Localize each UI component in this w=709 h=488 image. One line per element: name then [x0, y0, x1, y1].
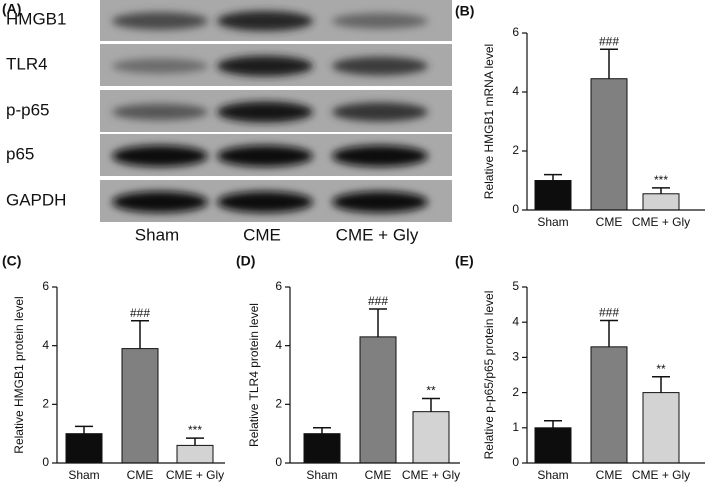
bar — [176, 444, 214, 464]
blot-row-label: p-p65 — [6, 100, 49, 119]
blot-band — [332, 191, 428, 213]
blot-band — [332, 102, 428, 122]
y-tick-label: 0 — [42, 455, 49, 469]
x-tick-label: Sham — [306, 468, 337, 482]
y-axis-label: Relative HMGB1 mRNA level — [482, 44, 496, 199]
bar — [642, 193, 680, 211]
panel-label: (D) — [236, 253, 255, 269]
significance: ** — [656, 362, 666, 376]
x-tick-label: Sham — [68, 468, 99, 482]
x-tick-label: CME + Gly — [632, 468, 690, 482]
blot-lane-label: CME + Gly — [336, 225, 419, 244]
blot-band — [112, 191, 208, 213]
y-tick-label: 0 — [275, 455, 282, 469]
blot-band — [332, 145, 428, 167]
blot-lane-label: CME — [243, 225, 281, 244]
blot-band — [217, 55, 313, 77]
x-tick-label: CME — [127, 468, 154, 482]
bar — [642, 392, 680, 464]
blot-band — [112, 12, 208, 30]
y-tick-label: 4 — [42, 338, 49, 352]
y-axis-label: Relative TLR4 protein level — [247, 303, 261, 447]
y-axis-label: Relative p-p65/p65 protein level — [482, 291, 496, 460]
y-tick-label: 1 — [512, 420, 519, 434]
bar — [534, 427, 572, 464]
blot-row-label: GAPDH — [6, 190, 66, 209]
x-tick-label: CME + Gly — [166, 468, 224, 482]
x-tick-label: CME — [596, 215, 623, 229]
y-axis-label: Relative HMGB1 protein level — [12, 296, 26, 453]
y-tick-label: 0 — [512, 455, 519, 469]
blot-band — [332, 56, 428, 76]
x-tick-label: Sham — [537, 215, 568, 229]
bar — [303, 433, 341, 464]
y-tick-label: 5 — [512, 279, 519, 293]
bar — [65, 433, 103, 464]
x-tick-label: CME — [596, 468, 623, 482]
y-tick-label: 4 — [512, 84, 519, 98]
bar — [590, 346, 628, 464]
panel-label: (C) — [2, 253, 21, 269]
y-tick-label: 6 — [512, 25, 519, 39]
significance: ** — [426, 384, 436, 398]
bar — [534, 180, 572, 211]
y-tick-label: 6 — [275, 279, 282, 293]
blot-band — [112, 58, 208, 74]
x-tick-label: CME + Gly — [402, 468, 460, 482]
significance: *** — [654, 173, 668, 187]
blot-band — [217, 101, 313, 123]
y-tick-label: 0 — [512, 202, 519, 216]
blot-row-label: p65 — [6, 144, 34, 163]
y-tick-label: 2 — [42, 397, 49, 411]
blot-band — [332, 13, 428, 29]
significance: ### — [368, 294, 388, 308]
x-tick-label: CME — [365, 468, 392, 482]
y-tick-label: 2 — [275, 397, 282, 411]
bar — [412, 411, 450, 464]
significance: ### — [599, 306, 619, 320]
panel-label: (B) — [455, 3, 474, 19]
significance: *** — [188, 423, 202, 437]
blot-band — [217, 145, 313, 167]
significance: ### — [130, 306, 150, 320]
blot-band — [112, 103, 208, 121]
y-tick-label: 2 — [512, 385, 519, 399]
panel-label: (E) — [455, 253, 474, 269]
y-tick-label: 4 — [512, 314, 519, 328]
y-tick-label: 6 — [42, 279, 49, 293]
bar — [121, 348, 159, 464]
y-tick-label: 3 — [512, 350, 519, 364]
bar — [359, 336, 397, 464]
blot-row-label: HMGB1 — [6, 9, 66, 28]
blot-band — [217, 11, 313, 31]
x-tick-label: Sham — [537, 468, 568, 482]
blot-row-label: TLR4 — [6, 54, 48, 73]
blot-band — [112, 145, 208, 167]
blot-lane-label: Sham — [135, 225, 179, 244]
bar — [590, 78, 628, 211]
panel-label: (A) — [2, 1, 21, 17]
y-tick-label: 4 — [275, 338, 282, 352]
blot-band — [217, 191, 313, 213]
y-tick-label: 2 — [512, 143, 519, 157]
x-tick-label: CME + Gly — [632, 215, 690, 229]
significance: ### — [599, 34, 619, 48]
